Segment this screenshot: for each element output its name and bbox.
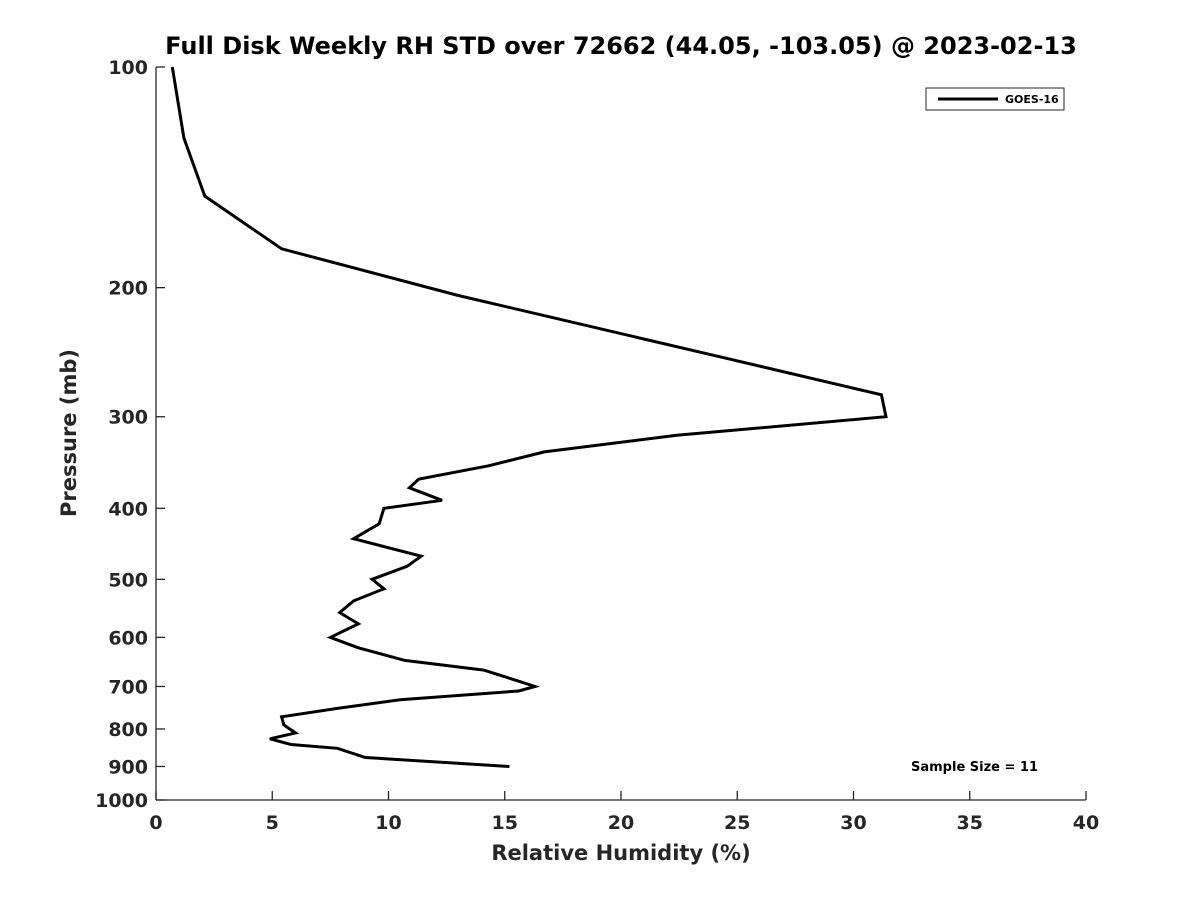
- series-line-goes-16: [170, 66, 888, 768]
- x-tick-label-30: 30: [840, 812, 866, 834]
- y-tick-label-700: 700: [108, 676, 148, 698]
- x-tick-label-0: 0: [149, 812, 162, 834]
- x-tick-label-40: 40: [1073, 812, 1099, 834]
- x-tick-label-10: 10: [375, 812, 401, 834]
- y-tick-label-1000: 1000: [95, 790, 148, 812]
- x-tick-label-5: 5: [266, 812, 279, 834]
- x-tick-label-15: 15: [492, 812, 518, 834]
- x-tick-label-25: 25: [724, 812, 750, 834]
- legend-label-goes-16: GOES-16: [1005, 93, 1059, 106]
- sample-size-annotation: Sample Size = 11: [911, 760, 1038, 775]
- x-tick-label-20: 20: [608, 812, 634, 834]
- y-axis-title: Pressure (mb): [57, 349, 81, 517]
- y-tick-label-500: 500: [108, 569, 148, 591]
- y-tick-label-400: 400: [108, 498, 148, 520]
- y-tick-label-600: 600: [108, 627, 148, 649]
- x-tick-label-35: 35: [957, 812, 983, 834]
- plot-area: [155, 67, 1086, 801]
- y-tick-label-800: 800: [108, 719, 148, 741]
- chart-title: Full Disk Weekly RH STD over 72662 (44.0…: [165, 32, 1077, 60]
- series-layer: [170, 66, 888, 768]
- x-axis-title: Relative Humidity (%): [491, 841, 750, 865]
- y-tick-label-200: 200: [108, 278, 148, 300]
- y-tick-label-300: 300: [108, 407, 148, 429]
- plot-background: [156, 67, 1086, 800]
- y-tick-label-900: 900: [108, 756, 148, 778]
- x-axis-ticks: 0 5 10 15 20 25 30 35 40: [149, 791, 1099, 834]
- legend: GOES-16: [925, 87, 1065, 111]
- y-tick-label-100: 100: [108, 57, 148, 79]
- y-axis-ticks: 100 200 300 400 500 600 700 800 900 1000: [95, 57, 165, 812]
